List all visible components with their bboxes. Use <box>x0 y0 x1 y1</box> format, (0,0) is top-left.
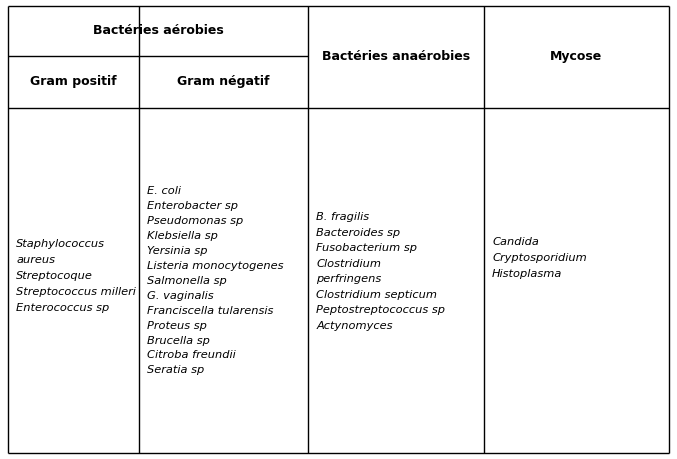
Text: Gram positif: Gram positif <box>30 75 116 89</box>
Text: Candida
Cryptosporidium
Histoplasma: Candida Cryptosporidium Histoplasma <box>492 237 587 279</box>
Text: B. fragilis
Bacteroides sp
Fusobacterium sp
Clostridium
perfringens
Clostridium : B. fragilis Bacteroides sp Fusobacterium… <box>316 213 445 330</box>
Text: Staphylococcus
aureus
Streptocoque
Streptococcus milleri
Enterococcus sp: Staphylococcus aureus Streptocoque Strep… <box>16 239 136 313</box>
Text: E. coli
Enterobacter sp
Pseudomonas sp
Klebsiella sp
Yersinia sp
Listeria monocy: E. coli Enterobacter sp Pseudomonas sp K… <box>147 186 284 375</box>
Text: Mycose: Mycose <box>550 50 603 63</box>
Text: Bactéries aérobies: Bactéries aérobies <box>93 24 223 37</box>
Text: Gram négatif: Gram négatif <box>177 75 269 89</box>
Text: Bactéries anaérobies: Bactéries anaérobies <box>322 50 470 63</box>
